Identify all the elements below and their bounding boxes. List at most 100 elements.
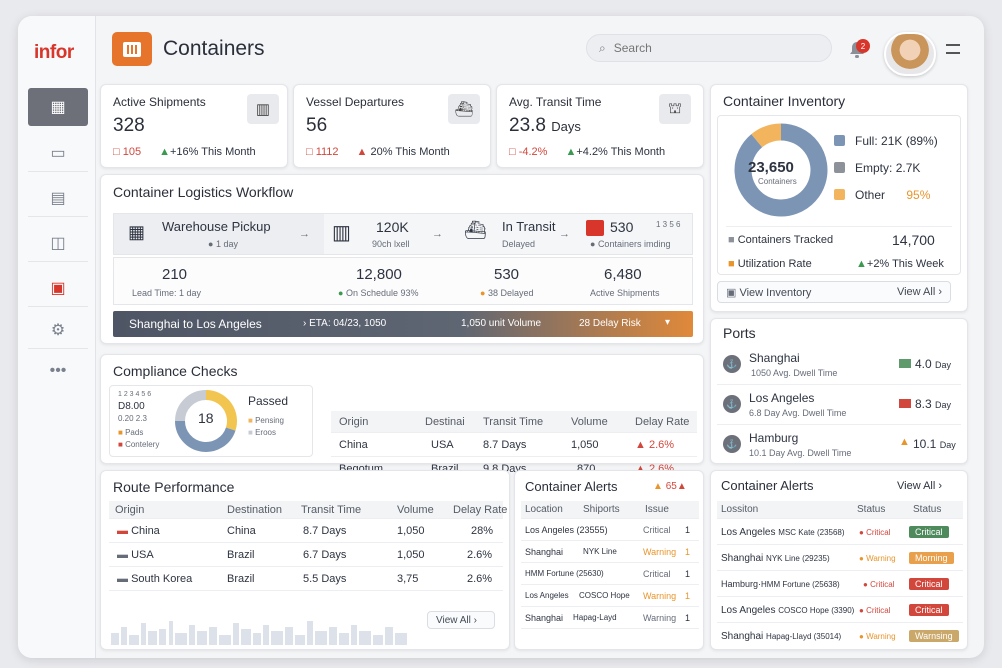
- user-avatar[interactable]: [884, 32, 936, 76]
- nav-item-more[interactable]: •••: [28, 352, 88, 390]
- port-row-los-angeles[interactable]: ⚓ Los Angeles 6.8 Day Avg. Dwell Time 8.…: [717, 385, 961, 425]
- warning-icon: ▲: [899, 436, 910, 448]
- table-row[interactable]: ▬ South Korea Brazil 5.5 Days 3,75 2.6%: [109, 567, 503, 591]
- compliance-title: Compliance Checks: [113, 363, 238, 379]
- list-icon: ▤: [50, 189, 66, 207]
- ports-card: Ports ⚓ Shanghai 1050 Avg. Dwell Time 4.…: [710, 318, 968, 464]
- sidebar: infor ▦ ▭ ▤ ◫ ▣ ⚙ •••: [18, 16, 96, 658]
- port-row-shanghai[interactable]: ⚓ Shanghai 1050 Avg. Dwell Time 4.0 Day: [717, 345, 961, 385]
- building-icon: ▥: [332, 222, 351, 244]
- route-performance-title: Route Performance: [113, 479, 235, 495]
- search-input[interactable]: [613, 41, 814, 55]
- alerts-view-all-link[interactable]: View All ›: [897, 480, 943, 492]
- view-inventory-button[interactable]: ▣ View Inventory View All ›: [717, 281, 951, 303]
- search-bar[interactable]: ⌕: [586, 34, 832, 62]
- alert-box-icon: ▣: [50, 279, 66, 297]
- legend-full: Full: 21K (89%): [834, 128, 938, 155]
- nav-item-3[interactable]: ▤: [28, 179, 88, 217]
- flag-icon: ▬: [117, 525, 128, 537]
- notification-badge: 2: [856, 39, 870, 53]
- table-row[interactable]: Los Angeles COSCO Hope Warning 1: [521, 585, 699, 607]
- nav-item-alerts[interactable]: ▣: [28, 269, 88, 307]
- inventory-title: Container Inventory: [723, 93, 846, 109]
- crane-icon: ⛫: [659, 94, 691, 124]
- inventory-legend: Full: 21K (89%) Empty: 2.7K Other 95%: [834, 128, 938, 209]
- nav-item-settings[interactable]: ⚙: [28, 311, 88, 349]
- kpi-label: Avg. Transit Time: [509, 95, 602, 109]
- gear-icon: ⚙: [50, 321, 66, 339]
- app-window: infor ▦ ▭ ▤ ◫ ▣ ⚙ ••• Containers ⌕ 2 Act…: [18, 16, 984, 658]
- table-header: Origin Destination Transit Time Volume D…: [109, 501, 507, 519]
- kpi-stat-2: ▲+4.2% This Month: [565, 146, 666, 158]
- infor-logo[interactable]: infor: [34, 42, 74, 63]
- kpi-stat-1: □ 1112: [306, 146, 339, 158]
- kpi-label: Vessel Departures: [306, 95, 405, 109]
- hamburger-menu-icon[interactable]: [946, 44, 960, 54]
- kpi-value: 328: [113, 115, 145, 136]
- donut-center-value: 23,650: [748, 159, 794, 176]
- chevron-down-icon[interactable]: ▾: [665, 317, 671, 328]
- port-icon: ⚓: [723, 355, 741, 373]
- kpi-value: 23.8 Days: [509, 115, 581, 136]
- table-row[interactable]: Shanghai Hapag-Layd Warning 1: [521, 607, 699, 629]
- alerts-title: Container Alerts: [525, 479, 618, 494]
- alerts-table-middle: Location Shiports Issue Los Angeles (235…: [521, 501, 699, 649]
- warehouse-icon: ▥: [247, 94, 279, 124]
- table-row[interactable]: China USA 8.7 Days 1,050 ▲ 2.6%: [331, 433, 697, 457]
- inventory-donut-chart: [734, 123, 828, 217]
- table-row[interactable]: Hamburg·HMM Fortune (25638) ● Critical C…: [717, 571, 963, 597]
- donut-slice-eroos: [175, 390, 207, 422]
- container-icon: [586, 220, 604, 236]
- table-row[interactable]: ▬ China China 8.7 Days 1,050 28%: [109, 519, 503, 543]
- table-row[interactable]: Shanghai NYK Line (29235) ● Warning Morn…: [717, 545, 963, 571]
- port-icon: ⚓: [723, 395, 741, 413]
- table-row[interactable]: Shanghai Hapag-Llayd (35014) ● Warning W…: [717, 623, 963, 649]
- alerts-count: ▲ 65▲: [653, 481, 687, 492]
- compliance-donut-chart: [175, 390, 237, 452]
- container-alerts-card-right: Container Alerts View All › Lossiton Sta…: [710, 470, 968, 650]
- chart-icon: ◫: [50, 234, 66, 252]
- workflow-card: Container Logistics Workflow ▦ Warehouse…: [100, 174, 704, 344]
- table-row[interactable]: Los Angeles MSC Kate (23568) ● Critical …: [717, 519, 963, 545]
- route-table: Origin Destination Transit Time Volume D…: [109, 501, 507, 597]
- table-row[interactable]: Shanghai NYK Line Warning 1: [521, 541, 699, 563]
- donut-slice-pensing: [175, 420, 236, 452]
- route-performance-card: Route Performance Origin Destination Tra…: [100, 470, 510, 650]
- kpi-card-active-shipments: Active Shipments 328 ▥ □ 105 ▲+16% This …: [100, 84, 288, 168]
- table-header: Location Shiports Issue: [521, 501, 699, 519]
- table-row[interactable]: Los Angeles COSCO Hope (3390) ● Critical…: [717, 597, 963, 623]
- document-icon: ▭: [50, 144, 66, 162]
- donut-slice-full: [734, 123, 828, 217]
- kpi-stat-2: ▲ 20% This Month: [356, 146, 450, 158]
- inventory-card: Container Inventory 23,650 Containers Fu…: [710, 84, 968, 312]
- workflow-metrics: 210 Lead Time: 1 day 12,800 ● On Schedul…: [113, 257, 693, 305]
- table-header: Lossiton Status Status: [717, 501, 963, 519]
- legend-other: Other 95%: [834, 182, 938, 209]
- arrow-icon: →: [432, 228, 443, 240]
- nav-dashboard[interactable]: ▦: [28, 88, 88, 126]
- route-view-all-button[interactable]: View All ›: [427, 611, 495, 629]
- kpi-stat-2: ▲+16% This Month: [159, 146, 256, 158]
- containers-app-icon: [112, 32, 152, 66]
- table-row[interactable]: HMM Fortune (25630) Critical 1: [521, 563, 699, 585]
- kpi-stat-1: □ 105: [113, 146, 142, 158]
- more-icon: •••: [49, 362, 67, 379]
- kpi-label: Active Shipments: [113, 95, 206, 109]
- table-row[interactable]: ▬ USA Brazil 6.7 Days 1,050 2.6%: [109, 543, 503, 567]
- route-bar[interactable]: Shanghai to Los Angeles › ETA: 04/23, 10…: [113, 311, 693, 337]
- nav-item-reports[interactable]: ◫: [28, 224, 88, 262]
- workflow-steps: ▦ Warehouse Pickup ● 1 day → ▥ 120K 90ch…: [113, 213, 693, 255]
- compliance-summary: 1 2 3 4 5 6 D8.00 0.20 2.3 ■ Pads ■ Cont…: [109, 385, 313, 457]
- kpi-card-vessel-departures: Vessel Departures 56 ⛴ □ 1112 ▲ 20% This…: [293, 84, 491, 168]
- nav-item-2[interactable]: ▭: [28, 134, 88, 172]
- port-row-hamburg[interactable]: ⚓ Hamburg 10.1 Day Avg. Dwell Time ▲ 10.…: [717, 425, 961, 463]
- legend-empty: Empty: 2.7K: [834, 155, 938, 182]
- port-icon: ⚓: [723, 435, 741, 453]
- kpi-value: 56: [306, 115, 328, 136]
- page-title: Containers: [163, 37, 265, 60]
- arrow-icon: →: [299, 228, 310, 240]
- table-row[interactable]: Los Angeles (23555) Critical 1: [521, 519, 699, 541]
- alerts-table-right: Lossiton Status Status Los Angeles MSC K…: [717, 501, 963, 649]
- step-warehouse-pickup[interactable]: ▦ Warehouse Pickup ● 1 day: [114, 214, 324, 254]
- alerts-title: Container Alerts: [721, 478, 814, 493]
